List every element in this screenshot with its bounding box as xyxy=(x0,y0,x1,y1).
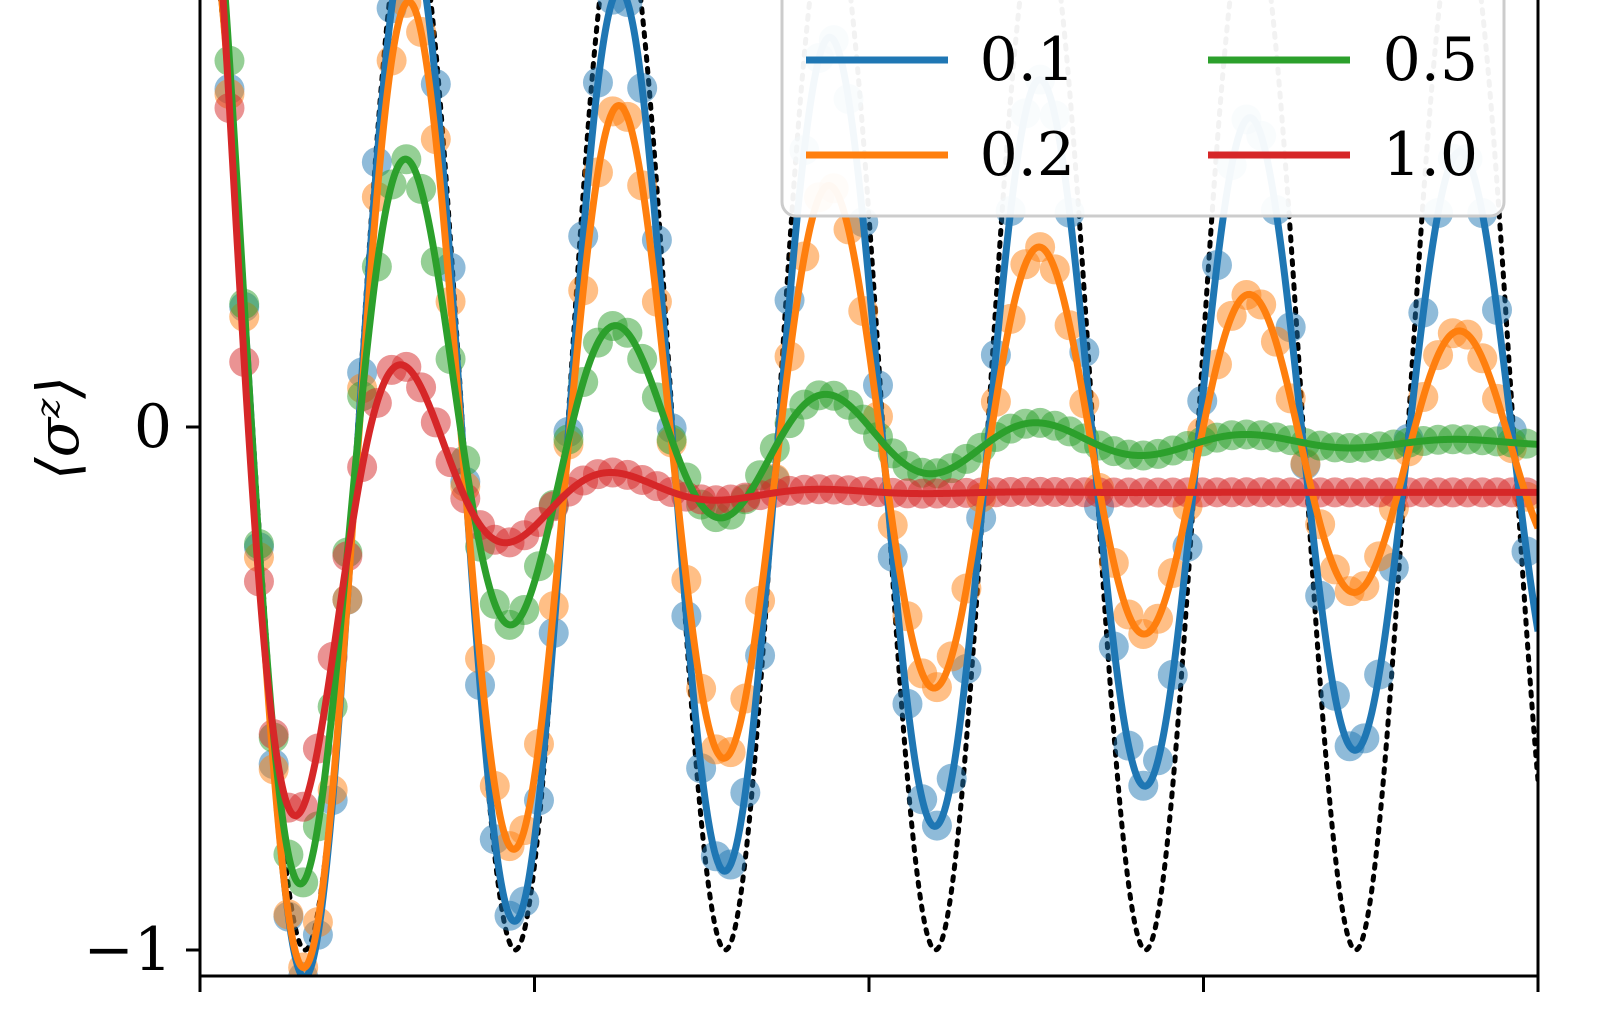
legend-label-1.0: 1.0 xyxy=(1383,120,1478,190)
series-line-0.5 xyxy=(221,0,1538,888)
legend-label-0.2: 0.2 xyxy=(980,120,1075,190)
line-layer xyxy=(218,0,1538,976)
y-ticks: 0 −1 xyxy=(84,392,200,985)
x-ticks xyxy=(198,976,1540,992)
y-tick-label: −1 xyxy=(84,915,172,985)
legend-label-0.1: 0.1 xyxy=(980,25,1075,95)
series-line-0.2 xyxy=(218,0,1538,972)
series-line-1.0 xyxy=(219,0,1538,820)
legend-frame xyxy=(780,0,1506,218)
series-line-0.1 xyxy=(218,0,1538,976)
legend: 0.1 0.2 0.5 1.0 xyxy=(780,0,1506,218)
legend-label-0.5: 0.5 xyxy=(1383,25,1478,95)
y-axis-label: ⟨σᶻ⟩ xyxy=(24,376,92,480)
y-tick-label: 0 xyxy=(134,392,172,462)
